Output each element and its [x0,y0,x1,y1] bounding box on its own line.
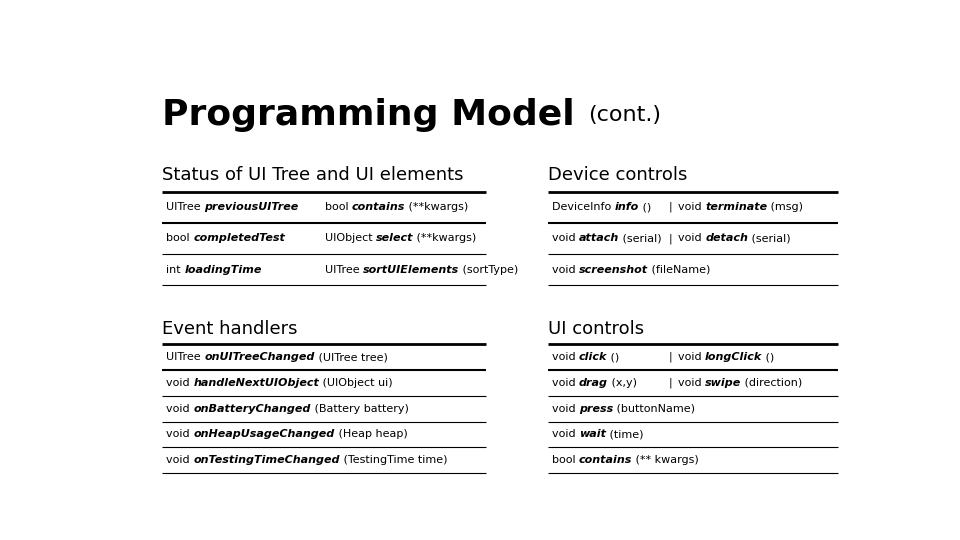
Text: bool: bool [551,455,579,465]
Text: click: click [579,352,607,362]
Text: onBatteryChanged: onBatteryChanged [193,404,311,414]
Text: (fileName): (fileName) [648,265,710,274]
Text: void: void [166,455,193,465]
Text: void: void [678,202,706,212]
Text: (buttonName): (buttonName) [612,404,695,414]
Text: Programming Model: Programming Model [162,98,588,132]
Text: void: void [166,429,193,440]
Text: |: | [669,233,672,244]
Text: void: void [551,233,579,244]
Text: |: | [669,377,672,388]
Text: void: void [678,352,706,362]
Text: (** kwargs): (** kwargs) [632,455,699,465]
Text: DeviceInfo: DeviceInfo [551,202,614,212]
Text: void: void [551,265,579,274]
Text: onHeapUsageChanged: onHeapUsageChanged [193,429,334,440]
Text: (cont.): (cont.) [588,105,660,125]
Text: detach: detach [706,233,748,244]
Text: contains: contains [579,455,632,465]
Text: (**kwargs): (**kwargs) [413,233,476,244]
Text: drag: drag [579,378,608,388]
Text: (time): (time) [606,429,643,440]
Text: UITree: UITree [166,202,204,212]
Text: previousUITree: previousUITree [204,202,299,212]
Text: void: void [551,404,579,414]
Text: (UITree tree): (UITree tree) [315,352,388,362]
Text: onUITreeChanged: onUITreeChanged [204,352,315,362]
Text: attach: attach [579,233,619,244]
Text: (msg): (msg) [767,202,804,212]
Text: (TestingTime time): (TestingTime time) [340,455,447,465]
Text: (x,y): (x,y) [608,378,636,388]
Text: contains: contains [351,202,405,212]
Text: |: | [669,352,672,362]
Text: void: void [551,429,579,440]
Text: info: info [614,202,638,212]
Text: UIObject: UIObject [324,233,375,244]
Text: loadingTime: loadingTime [184,265,262,274]
Text: handleNextUIObject: handleNextUIObject [193,378,319,388]
Text: (Heap heap): (Heap heap) [334,429,407,440]
Text: Device controls: Device controls [548,166,687,184]
Text: (serial): (serial) [619,233,661,244]
Text: void: void [551,352,579,362]
Text: void: void [166,404,193,414]
Text: select: select [375,233,413,244]
Text: (serial): (serial) [748,233,791,244]
Text: terminate: terminate [706,202,767,212]
Text: completedTest: completedTest [193,233,285,244]
Text: int: int [166,265,184,274]
Text: (): () [607,352,619,362]
Text: longClick: longClick [706,352,762,362]
Text: (direction): (direction) [741,378,803,388]
Text: wait: wait [579,429,606,440]
Text: sortUIElements: sortUIElements [363,265,459,274]
Text: void: void [551,378,579,388]
Text: Status of UI Tree and UI elements: Status of UI Tree and UI elements [162,166,464,184]
Text: bool: bool [324,202,351,212]
Text: (): () [638,202,651,212]
Text: |: | [669,202,672,212]
Text: void: void [678,233,706,244]
Text: void: void [678,378,706,388]
Text: UITree: UITree [166,352,204,362]
Text: (**kwargs): (**kwargs) [405,202,468,212]
Text: UI controls: UI controls [548,320,644,338]
Text: (): () [762,352,775,362]
Text: press: press [579,404,612,414]
Text: void: void [166,378,193,388]
Text: bool: bool [166,233,193,244]
Text: screenshot: screenshot [579,265,648,274]
Text: onTestingTimeChanged: onTestingTimeChanged [193,455,340,465]
Text: (UIObject ui): (UIObject ui) [319,378,393,388]
Text: (Battery battery): (Battery battery) [311,404,409,414]
Text: UITree: UITree [324,265,363,274]
Text: swipe: swipe [706,378,741,388]
Text: Event handlers: Event handlers [162,320,298,338]
Text: (sortType): (sortType) [459,265,518,274]
